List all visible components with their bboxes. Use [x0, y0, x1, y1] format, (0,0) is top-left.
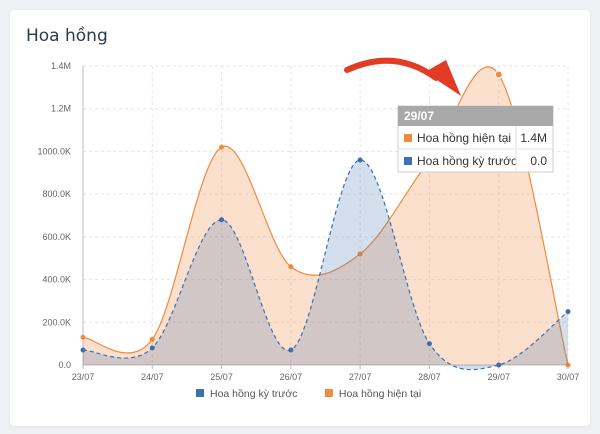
legend-label: Hoa hồng kỳ trước [210, 388, 297, 400]
y-tick-label: 0.0 [58, 360, 71, 370]
card-title: Hoa hồng [26, 26, 108, 46]
tooltip-title: 29/07 [404, 109, 434, 123]
data-point [80, 347, 86, 353]
legend-swatch [324, 389, 333, 397]
legend-swatch [196, 389, 204, 397]
x-tick-label: 29/07 [487, 372, 510, 382]
data-point [496, 362, 502, 368]
data-point [357, 157, 363, 163]
series-area [83, 159, 568, 370]
commission-card: Hoa hồng [10, 10, 590, 426]
y-tick-label: 600.0K [42, 232, 71, 242]
data-point [565, 309, 571, 315]
x-tick-label: 24/07 [141, 372, 164, 382]
series-line [82, 159, 569, 371]
x-tick-label: 25/07 [210, 372, 233, 382]
y-tick-label: 1000.0K [37, 146, 71, 156]
series-line [82, 66, 569, 366]
tooltip-value: 1.4M [520, 131, 547, 145]
y-tick-label: 1.4M [51, 61, 71, 71]
x-tick-label: 26/07 [280, 372, 303, 382]
data-point [357, 251, 363, 257]
x-tick-label: 23/07 [72, 372, 95, 382]
tooltip-swatch [404, 157, 412, 165]
arrow-head [425, 60, 461, 96]
data-point [288, 264, 294, 270]
x-tick-label: 30/07 [557, 372, 580, 382]
x-tick-label: 27/07 [349, 372, 372, 382]
data-point [149, 336, 155, 342]
y-tick-label: 1.2M [51, 104, 71, 114]
data-point [426, 341, 432, 347]
tooltip-label: Hoa hồng hiện tại [417, 131, 511, 145]
x-axis: 23/07 24/07 25/07 26/07 27/07 28/07 29/07 30/07 [72, 364, 580, 382]
data-point [219, 217, 225, 223]
data-point [80, 334, 86, 340]
arrow-shaft [344, 57, 439, 81]
data-point [288, 347, 294, 353]
legend-label: Hoa hồng hiện tại [339, 388, 421, 400]
hovered-point [494, 70, 503, 79]
y-tick-label: 800.0K [42, 189, 71, 199]
y-tick-label: 200.0K [42, 317, 71, 327]
y-axis: 0.0 200.0K 400.0K 600.0K 800.0K 1000.0K 1.2M 1.… [37, 61, 84, 370]
chart-legend: Hoa hồng kỳ trước Hoa hồng hiện tại [196, 388, 421, 400]
data-point [149, 345, 155, 351]
red-arrow-annotation [344, 57, 461, 96]
tooltip-swatch [404, 134, 412, 142]
tooltip-header [398, 106, 553, 126]
y-tick-label: 400.0K [42, 275, 71, 285]
data-point [219, 144, 225, 150]
x-tick-label: 28/07 [418, 372, 441, 382]
series-previous [80, 157, 571, 371]
tooltip-label: Hoa hồng kỳ trước [417, 154, 517, 168]
tooltip-value: 0.0 [530, 154, 547, 168]
data-point [565, 362, 571, 368]
